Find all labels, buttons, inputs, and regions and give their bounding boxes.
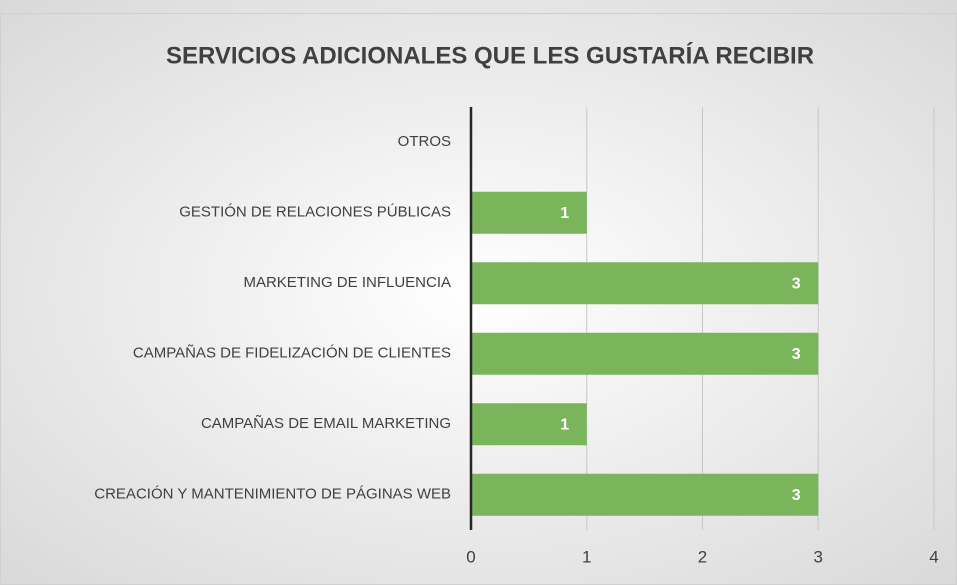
data-label: 3	[792, 487, 801, 504]
y-tick-label: CREACIÓN Y MANTENIMIENTO DE PÁGINAS WEB	[94, 486, 451, 503]
x-tick-label: 0	[466, 547, 475, 566]
bar	[471, 332, 819, 375]
data-label: 1	[560, 205, 569, 222]
x-tick-label: 4	[929, 547, 938, 566]
y-tick-label: OTROS	[398, 133, 451, 150]
y-tick-label: MARKETING DE INFLUENCIA	[243, 274, 451, 291]
data-label: 3	[792, 275, 801, 292]
x-tick-label: 3	[814, 547, 823, 566]
y-tick-label: CAMPAÑAS DE EMAIL MARKETING	[201, 415, 451, 432]
chart-title: SERVICIOS ADICIONALES QUE LES GUSTARÍA R…	[166, 41, 814, 69]
y-tick-label: GESTIÓN DE RELACIONES PÚBLICAS	[179, 204, 451, 221]
y-tick-label: CAMPAÑAS DE FIDELIZACIÓN DE CLIENTES	[133, 345, 451, 362]
bar	[471, 403, 587, 446]
bar	[471, 473, 819, 516]
data-label: 3	[792, 346, 801, 363]
x-tick-label: 1	[582, 547, 591, 566]
data-label: 1	[560, 416, 569, 433]
x-tick-label: 2	[698, 547, 707, 566]
bar	[471, 262, 819, 305]
bar	[471, 191, 587, 234]
